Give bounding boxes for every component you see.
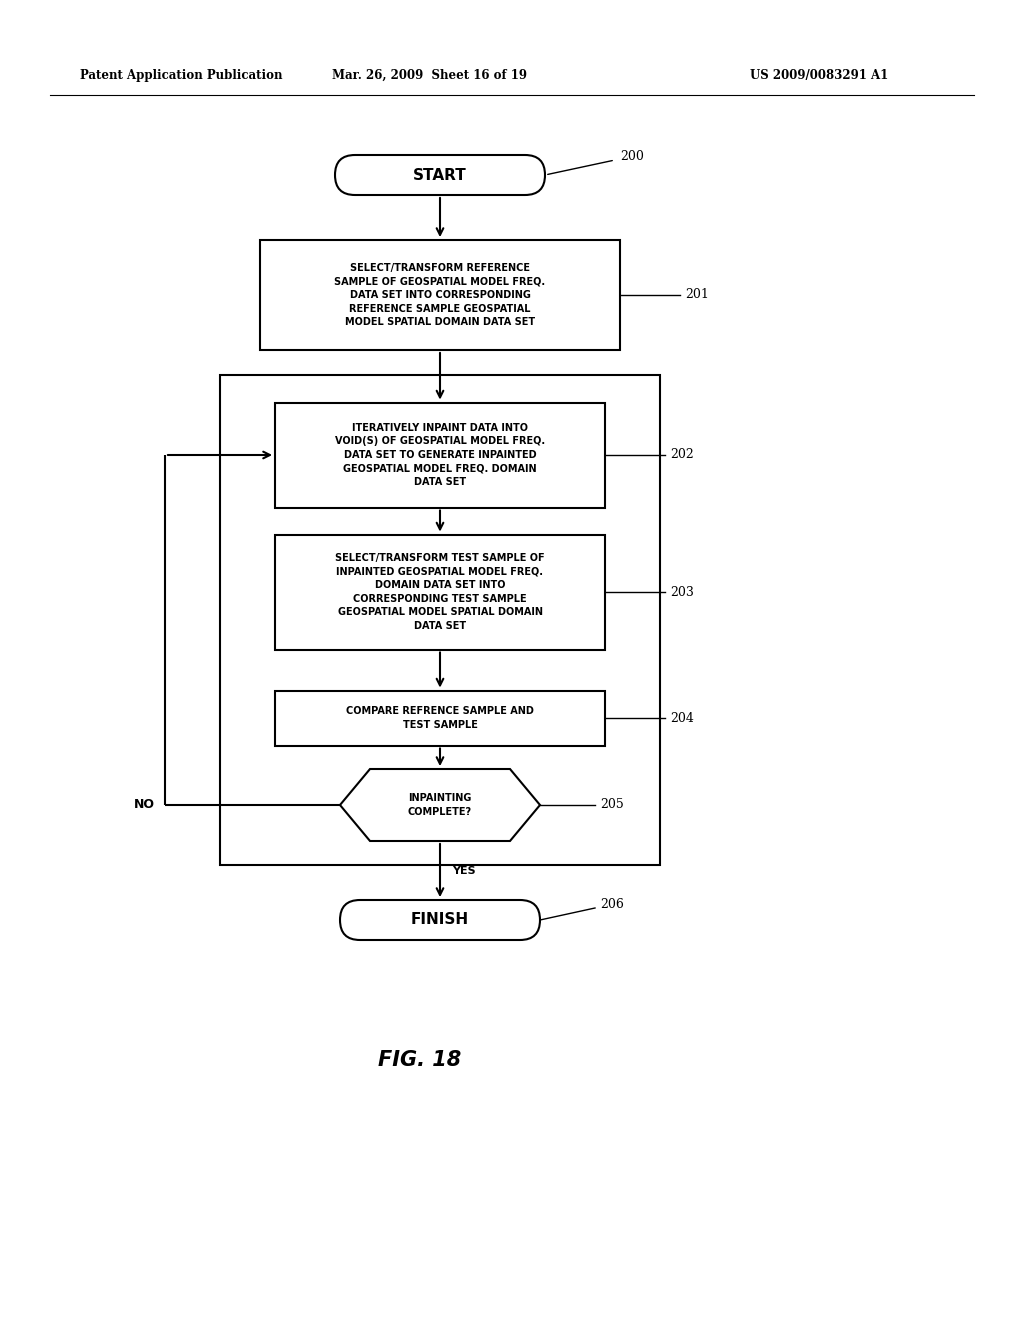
FancyBboxPatch shape	[340, 900, 540, 940]
Text: COMPARE REFRENCE SAMPLE AND
TEST SAMPLE: COMPARE REFRENCE SAMPLE AND TEST SAMPLE	[346, 706, 534, 730]
Text: SELECT/TRANSFORM TEST SAMPLE OF
INPAINTED GEOSPATIAL MODEL FREQ.
DOMAIN DATA SET: SELECT/TRANSFORM TEST SAMPLE OF INPAINTE…	[335, 553, 545, 631]
Bar	[260, 240, 620, 350]
Text: 200: 200	[620, 150, 644, 164]
Text: NO: NO	[134, 799, 155, 812]
Text: YES: YES	[452, 866, 475, 875]
Polygon shape	[340, 770, 540, 841]
Text: SELECT/TRANSFORM REFERENCE
SAMPLE OF GEOSPATIAL MODEL FREQ.
DATA SET INTO CORRES: SELECT/TRANSFORM REFERENCE SAMPLE OF GEO…	[335, 263, 546, 327]
Text: 202: 202	[670, 449, 693, 462]
Text: US 2009/0083291 A1: US 2009/0083291 A1	[750, 69, 888, 82]
Text: 206: 206	[600, 899, 624, 912]
FancyBboxPatch shape	[335, 154, 545, 195]
Bar	[275, 690, 605, 746]
Text: START: START	[413, 168, 467, 182]
Text: ITERATIVELY INPAINT DATA INTO
VOID(S) OF GEOSPATIAL MODEL FREQ.
DATA SET TO GENE: ITERATIVELY INPAINT DATA INTO VOID(S) OF…	[335, 422, 545, 487]
Text: 205: 205	[600, 799, 624, 812]
Bar	[220, 375, 660, 865]
Text: Mar. 26, 2009  Sheet 16 of 19: Mar. 26, 2009 Sheet 16 of 19	[333, 69, 527, 82]
Text: 203: 203	[670, 586, 694, 598]
Text: 201: 201	[685, 289, 709, 301]
Bar	[275, 403, 605, 507]
Text: Patent Application Publication: Patent Application Publication	[80, 69, 283, 82]
Text: FIG. 18: FIG. 18	[379, 1049, 462, 1071]
Text: INPAINTING
COMPLETE?: INPAINTING COMPLETE?	[408, 793, 472, 817]
Text: 204: 204	[670, 711, 694, 725]
Text: FINISH: FINISH	[411, 912, 469, 928]
Bar	[275, 535, 605, 649]
